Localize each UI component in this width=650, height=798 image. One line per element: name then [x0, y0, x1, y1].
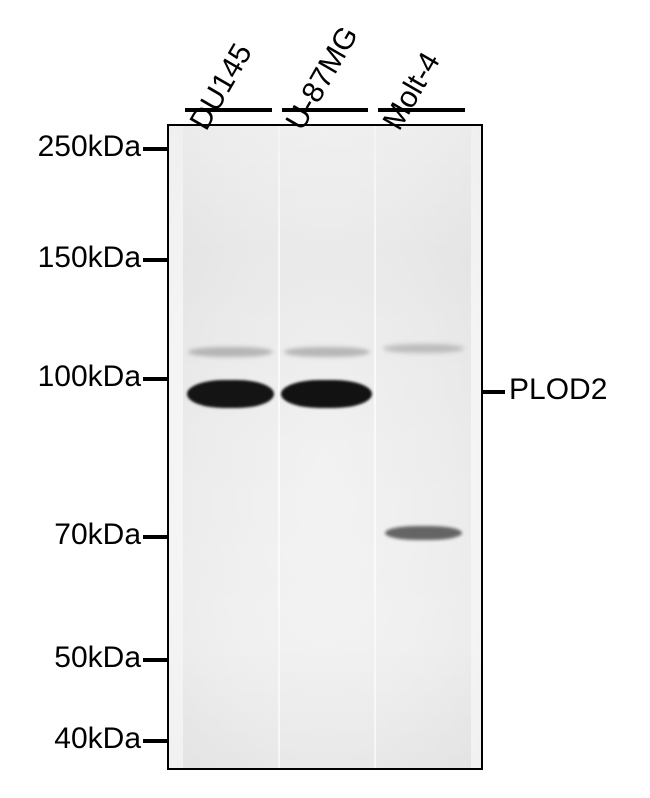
western-blot-figure: 250kDa 150kDa 100kDa 70kDa 50kDa 40kDa DU145 U-… — [0, 0, 650, 798]
mw-tick-150 — [143, 258, 167, 262]
mw-tick-100 — [143, 377, 167, 381]
lane-label-0: DU145 — [184, 38, 260, 136]
mw-label-150: 150kDa — [38, 241, 141, 275]
lane-label-2: Molt-4 — [376, 47, 447, 136]
blot-frame — [167, 124, 483, 770]
mw-tick-70 — [143, 535, 167, 539]
band-0 — [187, 380, 274, 408]
band-3 — [284, 347, 369, 357]
mw-tick-40 — [143, 739, 167, 743]
lane-shade-0 — [183, 126, 278, 768]
band-5 — [385, 526, 463, 540]
mw-tick-50 — [143, 658, 167, 662]
lane-shade-2 — [376, 126, 471, 768]
mw-tick-250 — [143, 147, 167, 151]
mw-label-250: 250kDa — [38, 130, 141, 164]
mw-label-100: 100kDa — [38, 360, 141, 394]
mw-label-70: 70kDa — [54, 518, 141, 552]
mw-label-40: 40kDa — [54, 722, 141, 756]
lane-label-1: U-87MG — [280, 21, 366, 136]
target-label: PLOD2 — [509, 373, 607, 407]
lane-shade-1 — [280, 126, 375, 768]
band-2 — [188, 347, 273, 357]
target-tick — [483, 390, 505, 394]
mw-label-50: 50kDa — [54, 641, 141, 675]
band-1 — [281, 380, 372, 408]
